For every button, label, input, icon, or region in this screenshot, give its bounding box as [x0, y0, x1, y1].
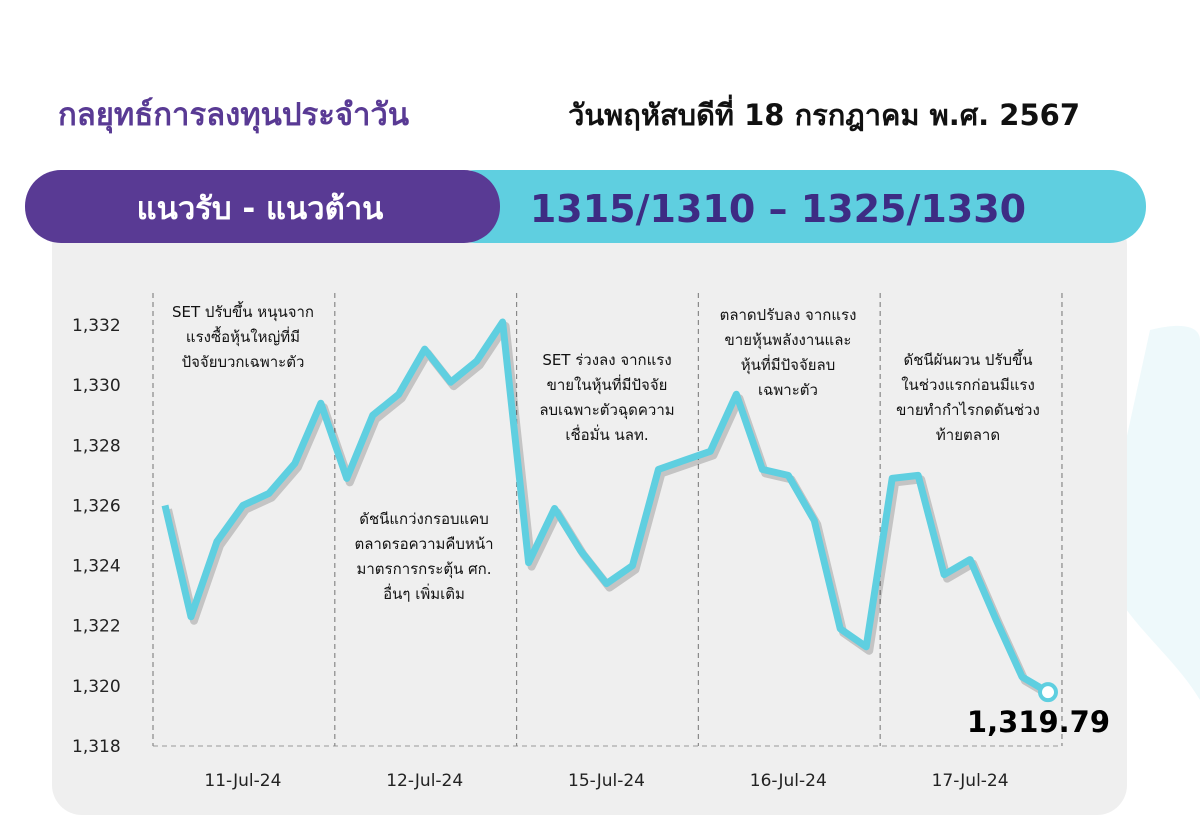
end-marker: [1038, 682, 1058, 703]
y-tick-label: 1,326: [72, 496, 121, 516]
annotation: ขายหุ้นพลังงานและ: [725, 331, 852, 350]
x-tick-label: 16-Jul-24: [750, 771, 827, 791]
chart-panel: [52, 215, 1127, 815]
x-tick-label: 17-Jul-24: [932, 771, 1009, 791]
annotation: เชื่อมั่น นลท.: [565, 424, 648, 444]
y-tick-label: 1,330: [72, 376, 121, 396]
y-tick-label: 1,320: [72, 677, 121, 697]
annotation: มาตรการกระตุ้น ศก.: [357, 560, 492, 579]
annotation: ท้ายตลาด: [936, 426, 1000, 444]
y-tick-label: 1,324: [72, 557, 121, 577]
annotation: ดัชนีแกว่งกรอบแคบ: [359, 510, 489, 528]
y-tick-label: 1,332: [72, 316, 121, 336]
annotation: ขายทำกำไรกดดันช่วง: [896, 401, 1040, 419]
annotation: SET ปรับขึ้น หนุนจาก: [172, 301, 314, 322]
line-shadow: [164, 322, 1054, 700]
annotation: ตลาดรอความคืบหน้า: [354, 535, 493, 553]
annotation: เฉพาะตัว: [758, 381, 818, 399]
y-tick-label: 1,328: [72, 436, 121, 456]
annotation: ตลาดปรับลง จากแรง: [720, 306, 857, 324]
x-tick-label: 15-Jul-24: [568, 771, 645, 791]
annotation: ลบเฉพาะตัวฉุดความ: [539, 401, 674, 420]
annotation: ดัชนีผันผวน ปรับขึ้น: [903, 349, 1032, 369]
banner-right: [440, 170, 1146, 243]
banner-label: แนวรับ - แนวต้าน: [137, 191, 384, 227]
banner-levels: 1315/1310 – 1325/1330: [530, 187, 1026, 231]
banner-left: [25, 170, 500, 243]
y-tick-label: 1,318: [72, 737, 121, 757]
line: [161, 318, 1050, 696]
annotation: ปัจจัยบวกเฉพาะตัว: [182, 353, 305, 371]
x-tick-label: 11-Jul-24: [204, 771, 281, 791]
annotation: แรงซื้อหุ้นใหญ่ที่มี: [186, 326, 300, 347]
x-tick-label: 12-Jul-24: [386, 771, 463, 791]
annotation: ขายในหุ้นที่มีปัจจัย: [547, 374, 668, 395]
title: กลยุทธ์การลงทุนประจำวัน: [58, 97, 409, 134]
annotation: อื่นๆ เพิ่มเติม: [383, 583, 465, 603]
value-label: 1,319.79: [967, 705, 1110, 739]
annotation: หุ้นที่มีปัจจัยลบ: [741, 354, 836, 375]
annotation: ในช่วงแรกก่อนมีแรง: [901, 376, 1035, 394]
date: วันพฤหัสบดีที่ 18 กรกฎาคม พ.ศ. 2567: [568, 94, 1080, 132]
y-tick-label: 1,322: [72, 617, 121, 637]
annotation: SET ร่วงลง จากแรง: [542, 351, 671, 369]
